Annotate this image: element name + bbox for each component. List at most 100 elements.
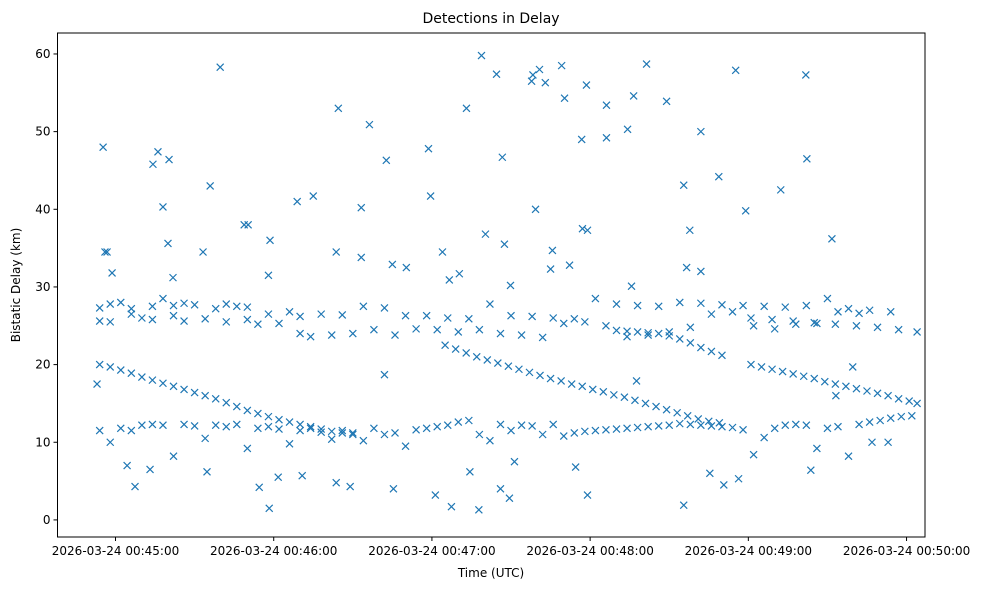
data-point xyxy=(106,438,115,447)
data-point xyxy=(433,325,442,334)
data-point xyxy=(506,281,515,290)
data-point xyxy=(486,300,494,308)
data-point xyxy=(443,421,452,430)
data-point xyxy=(557,376,566,385)
data-point xyxy=(812,444,821,453)
data-point xyxy=(683,411,692,420)
data-point xyxy=(602,425,610,434)
y-tick-label: 30 xyxy=(35,280,50,294)
data-point xyxy=(211,304,220,313)
data-point xyxy=(106,300,115,308)
data-point xyxy=(685,226,694,235)
data-point xyxy=(348,329,357,338)
x-tick-label: 2026-03-24 00:46:00 xyxy=(210,544,337,558)
data-point xyxy=(827,234,836,243)
data-point xyxy=(770,324,779,333)
data-point xyxy=(588,385,597,394)
data-point xyxy=(913,399,922,408)
data-point xyxy=(359,436,368,445)
data-point xyxy=(602,101,611,110)
data-point xyxy=(549,420,558,429)
data-point xyxy=(812,319,821,328)
data-point xyxy=(567,380,576,388)
data-point xyxy=(422,424,431,433)
data-point xyxy=(243,444,252,453)
data-point xyxy=(820,377,829,386)
data-point xyxy=(445,276,454,284)
data-point xyxy=(704,417,713,426)
data-point xyxy=(768,315,776,324)
data-point xyxy=(201,391,210,400)
data-point xyxy=(583,226,592,235)
x-tick-label: 2026-03-24 00:45:00 xyxy=(52,544,179,558)
data-point xyxy=(654,329,663,338)
data-point xyxy=(348,429,357,437)
data-point xyxy=(799,372,808,381)
data-point xyxy=(389,484,398,493)
data-point xyxy=(265,504,274,513)
data-point xyxy=(454,328,463,336)
data-point xyxy=(848,363,857,371)
y-axis-label: Bistatic Delay (km) xyxy=(9,228,23,343)
data-point xyxy=(535,65,544,74)
data-point xyxy=(338,429,347,437)
data-point xyxy=(285,439,294,448)
data-point xyxy=(357,253,366,262)
data-point xyxy=(253,320,262,329)
data-point xyxy=(317,310,326,319)
data-point xyxy=(148,376,157,385)
data-point xyxy=(844,452,853,461)
data-point xyxy=(559,319,568,328)
data-point xyxy=(244,220,253,229)
data-point xyxy=(504,362,513,371)
data-point xyxy=(863,387,871,395)
data-point xyxy=(510,457,519,466)
data-point xyxy=(169,273,177,282)
data-point xyxy=(578,224,587,233)
data-point xyxy=(243,303,252,312)
data-point xyxy=(560,94,569,103)
data-point xyxy=(675,298,684,307)
data-point xyxy=(525,368,534,377)
data-point xyxy=(475,430,484,439)
data-point xyxy=(169,382,178,391)
data-point xyxy=(665,421,674,430)
data-point xyxy=(565,261,574,270)
data-point xyxy=(679,501,688,510)
data-point xyxy=(791,420,800,429)
data-point xyxy=(369,424,378,433)
data-point xyxy=(462,349,471,357)
data-point xyxy=(757,363,766,371)
data-point xyxy=(103,248,111,256)
data-point xyxy=(180,299,188,308)
data-point xyxy=(327,331,336,340)
data-point xyxy=(388,260,397,269)
data-point xyxy=(623,332,631,341)
data-point xyxy=(855,420,864,429)
data-point xyxy=(707,422,716,430)
data-point xyxy=(492,70,501,79)
data-point xyxy=(886,414,895,423)
data-point xyxy=(108,269,117,277)
data-point xyxy=(309,192,318,201)
data-point xyxy=(675,335,684,343)
data-point xyxy=(602,321,610,330)
data-point xyxy=(266,236,274,245)
data-point xyxy=(149,160,157,169)
data-point xyxy=(380,370,389,379)
data-point xyxy=(747,314,755,322)
data-point xyxy=(402,263,411,272)
data-point xyxy=(382,156,391,165)
data-point xyxy=(865,418,874,426)
data-point xyxy=(609,390,618,399)
data-point xyxy=(580,317,589,326)
data-point xyxy=(694,415,703,423)
data-point xyxy=(106,363,115,371)
data-point xyxy=(338,310,347,319)
data-point xyxy=(644,422,653,431)
data-point xyxy=(431,491,440,499)
data-point xyxy=(327,435,336,444)
data-point xyxy=(570,429,579,437)
data-point xyxy=(422,311,431,320)
data-point xyxy=(285,418,294,426)
